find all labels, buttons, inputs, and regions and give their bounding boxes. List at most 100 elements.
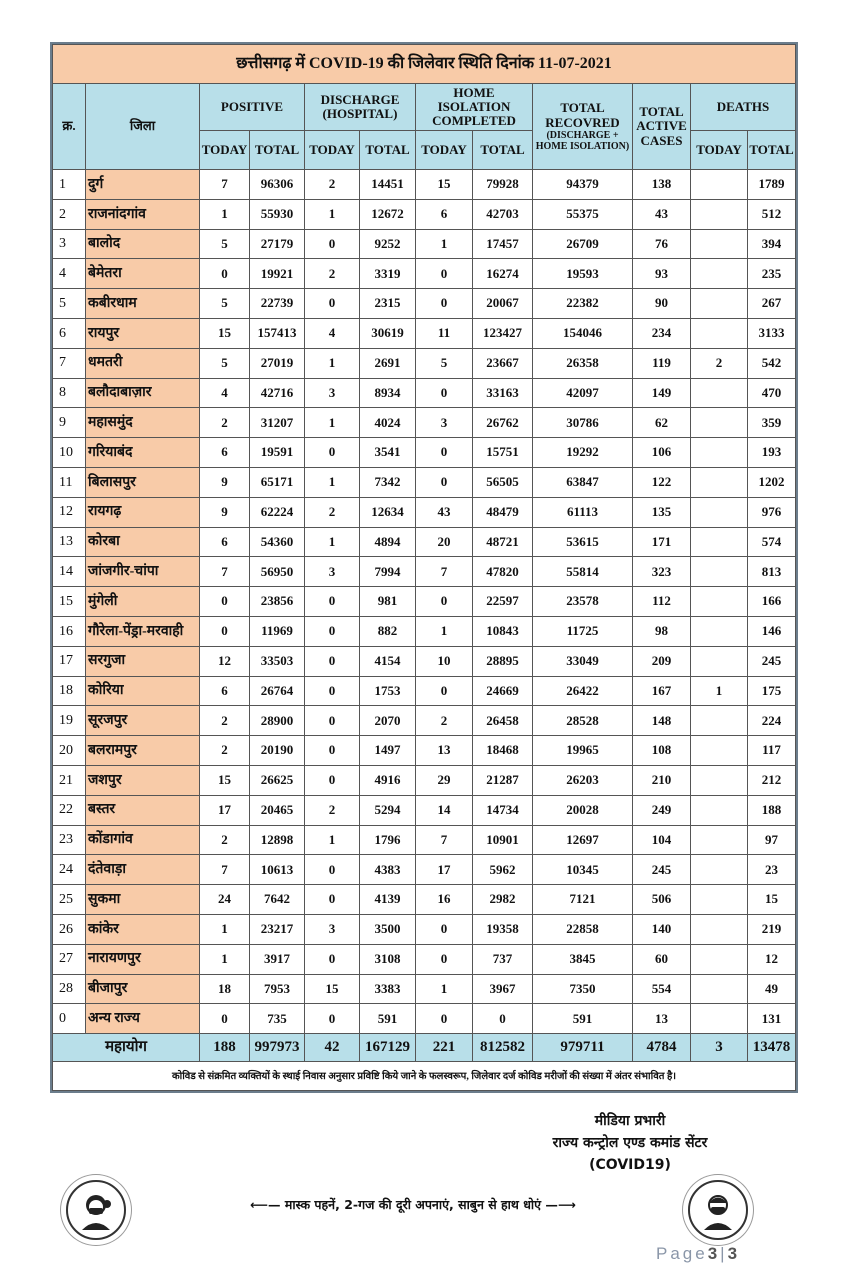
- table-row: 8 बलौदाबाज़ार 4 42716 3 8934 0 33163 42097 149 470: [52, 377, 796, 409]
- cell-discharge-total: 2691: [359, 347, 416, 379]
- cell-active: 249: [632, 794, 691, 826]
- cell-positive-total: 33503: [249, 645, 305, 677]
- cell-sno: 11: [52, 466, 86, 498]
- cell-deaths-today: [690, 288, 748, 319]
- cell-total-recovered: 30786: [532, 407, 633, 439]
- cell-district: कोरिया: [85, 675, 200, 707]
- cell-discharge-total: 3541: [359, 437, 416, 468]
- cell-district: कोरबा: [85, 526, 200, 558]
- cell-home-total: 123427: [472, 317, 533, 349]
- cell-total-recovered: 12697: [532, 824, 633, 856]
- cell-positive-today: 5: [199, 288, 250, 319]
- cell-home-today: 15: [415, 169, 473, 200]
- cell-discharge-total: 1753: [359, 675, 416, 707]
- cell-positive-today: 7: [199, 169, 250, 200]
- cell-deaths-total: 1789: [747, 169, 796, 200]
- cell-positive-today: 5: [199, 347, 250, 379]
- cell-active: 13: [632, 1003, 691, 1035]
- table-row: 12 रायगढ़ 9 62224 2 12634 43 48479 61113 135 976: [52, 496, 796, 528]
- cell-discharge-total: 3108: [359, 943, 416, 975]
- cell-active: 234: [632, 317, 691, 349]
- table-row: 19 सूरजपुर 2 28900 0 2070 2 26458 28528 148 224: [52, 705, 796, 737]
- cell-active: 98: [632, 615, 691, 647]
- cell-discharge-today: 0: [304, 943, 360, 975]
- cell-discharge-total: 7994: [359, 556, 416, 588]
- cell-district: बेमेतरा: [85, 258, 200, 290]
- cell-discharge-total: 4916: [359, 764, 416, 796]
- cell-sno: 27: [52, 943, 86, 975]
- cell-deaths-total: 15: [747, 884, 796, 915]
- cell-discharge-total: 4139: [359, 884, 416, 915]
- cell-total-recovered: 26422: [532, 675, 633, 707]
- cell-total-recovered: 7121: [532, 884, 633, 915]
- cell-home-total: 0: [472, 1003, 533, 1035]
- cell-positive-total: 22739: [249, 288, 305, 319]
- cell-discharge-today: 4: [304, 317, 360, 349]
- cell-sno: 15: [52, 586, 86, 617]
- cell-total-recovered: 20028: [532, 794, 633, 826]
- cell-positive-today: 2: [199, 824, 250, 856]
- cell-deaths-total: 574: [747, 526, 796, 558]
- cell-district: कोंडागांव: [85, 824, 200, 856]
- cell-active: 554: [632, 973, 691, 1005]
- cell-positive-total: 31207: [249, 407, 305, 439]
- cell-deaths-today: [690, 824, 748, 856]
- cell-home-today: 2: [415, 705, 473, 737]
- cell-active: 167: [632, 675, 691, 707]
- cell-home-total: 15751: [472, 437, 533, 468]
- cell-district: गरियाबंद: [85, 437, 200, 468]
- cell-positive-today: 4: [199, 377, 250, 409]
- cell-active: 323: [632, 556, 691, 588]
- cell-discharge-total: 2070: [359, 705, 416, 737]
- cell-home-total: 5962: [472, 854, 533, 886]
- total-home-today: 221: [415, 1033, 473, 1063]
- cell-discharge-total: 3383: [359, 973, 416, 1005]
- cell-active: 140: [632, 913, 691, 945]
- cell-total-recovered: 22382: [532, 288, 633, 319]
- cell-district: बलरामपुर: [85, 735, 200, 766]
- cell-deaths-total: 3133: [747, 317, 796, 349]
- cell-positive-total: 3917: [249, 943, 305, 975]
- cell-total-recovered: 23578: [532, 586, 633, 617]
- cell-sno: 4: [52, 258, 86, 290]
- cell-sno: 6: [52, 317, 86, 349]
- cell-active: 210: [632, 764, 691, 796]
- cell-sno: 22: [52, 794, 86, 826]
- total-positive-today: 188: [199, 1033, 250, 1063]
- cell-sno: 1: [52, 169, 86, 200]
- cell-deaths-today: [690, 1003, 748, 1035]
- cell-deaths-today: [690, 407, 748, 439]
- cell-active: 122: [632, 466, 691, 498]
- cell-positive-today: 17: [199, 794, 250, 826]
- cell-discharge-today: 0: [304, 1003, 360, 1035]
- cell-positive-today: 12: [199, 645, 250, 677]
- cell-discharge-today: 1: [304, 526, 360, 558]
- cell-home-total: 10901: [472, 824, 533, 856]
- cell-home-total: 24669: [472, 675, 533, 707]
- cell-total-recovered: 154046: [532, 317, 633, 349]
- table-row: 5 कबीरधाम 5 22739 0 2315 0 20067 22382 90 267: [52, 288, 796, 319]
- cell-deaths-total: 131: [747, 1003, 796, 1035]
- cell-total-recovered: 7350: [532, 973, 633, 1005]
- cell-home-today: 0: [415, 586, 473, 617]
- cell-positive-today: 6: [199, 675, 250, 707]
- cell-district: बीजापुर: [85, 973, 200, 1005]
- cell-discharge-total: 4024: [359, 407, 416, 439]
- cell-positive-total: 20190: [249, 735, 305, 766]
- cell-district: सुकमा: [85, 884, 200, 915]
- cell-home-today: 1: [415, 228, 473, 260]
- cell-positive-today: 6: [199, 437, 250, 468]
- cell-sno: 2: [52, 198, 86, 230]
- cell-positive-today: 7: [199, 854, 250, 886]
- cell-discharge-today: 0: [304, 615, 360, 647]
- cell-total-recovered: 63847: [532, 466, 633, 498]
- cell-sno: 26: [52, 913, 86, 945]
- header-discharge-total: TOTAL: [359, 130, 416, 170]
- cell-total-recovered: 61113: [532, 496, 633, 528]
- cell-deaths-total: 224: [747, 705, 796, 737]
- header-home-total: TOTAL: [472, 130, 533, 170]
- cell-deaths-today: [690, 943, 748, 975]
- cell-positive-today: 24: [199, 884, 250, 915]
- cell-positive-total: 23856: [249, 586, 305, 617]
- cell-active: 112: [632, 586, 691, 617]
